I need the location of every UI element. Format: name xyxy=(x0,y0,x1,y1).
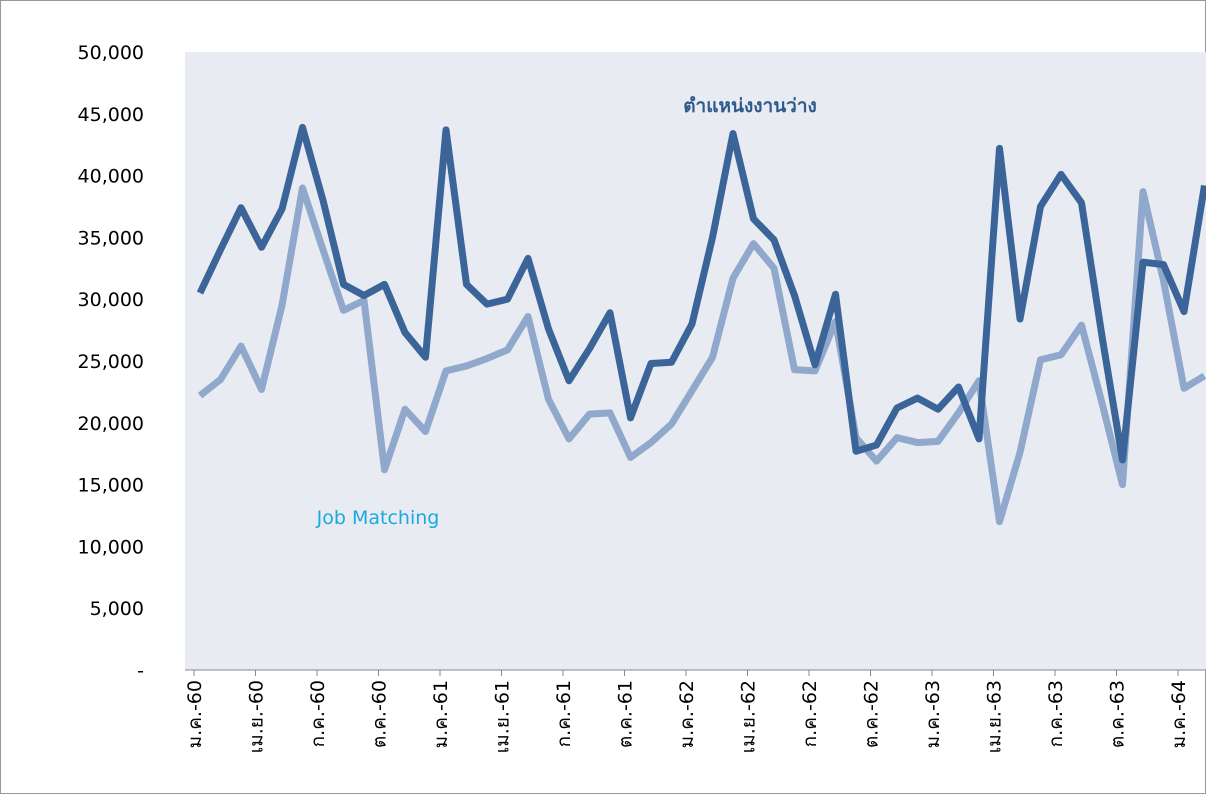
x-tick-label: ต.ค.-61 xyxy=(615,680,637,748)
x-tick-label: ก.ค.-61 xyxy=(553,680,575,747)
x-tick-label: ต.ค.-60 xyxy=(369,680,391,748)
y-tick-label: 20,000 xyxy=(78,413,144,435)
x-tick-label: ต.ค.-63 xyxy=(1107,680,1129,748)
x-tick-label: เม.ย.-63 xyxy=(984,680,1006,753)
x-tick-label: ต.ค.-62 xyxy=(861,680,883,748)
y-tick-label: 25,000 xyxy=(78,351,144,373)
x-tick-label: ม.ค.-60 xyxy=(184,680,206,748)
series-line xyxy=(197,184,1206,526)
y-tick-label: 50,000 xyxy=(78,42,144,64)
x-tick-label: ม.ค.-61 xyxy=(430,680,452,748)
series-line xyxy=(196,123,1206,464)
x-tick-label: เม.ย.-60 xyxy=(246,680,268,753)
y-tick-label: 5,000 xyxy=(90,598,144,620)
series-label: ตำแหน่งงานว่าง xyxy=(683,95,817,117)
x-tick-label: เม.ย.-62 xyxy=(738,680,760,753)
y-tick-label: 15,000 xyxy=(78,475,144,497)
y-tick-label: 10,000 xyxy=(78,536,144,558)
y-tick-label: 35,000 xyxy=(78,227,144,249)
series-label: Job Matching xyxy=(316,507,440,529)
x-tick-label: เม.ย.-61 xyxy=(492,680,514,753)
x-tick-label: ม.ค.-64 xyxy=(1168,680,1190,748)
x-tick-label: ม.ค.-62 xyxy=(676,680,698,748)
x-tick-label: ก.ค.-62 xyxy=(799,680,821,747)
x-tick-label: ก.ค.-63 xyxy=(1045,680,1067,747)
y-tick-label: 30,000 xyxy=(78,289,144,311)
y-tick-label: - xyxy=(137,660,144,682)
y-tick-label: 40,000 xyxy=(78,166,144,188)
x-tick-label: ก.ค.-60 xyxy=(307,680,329,747)
plot-area xyxy=(185,52,1206,670)
y-tick-label: 45,000 xyxy=(78,104,144,126)
x-tick-label: ม.ค.-63 xyxy=(922,680,944,748)
